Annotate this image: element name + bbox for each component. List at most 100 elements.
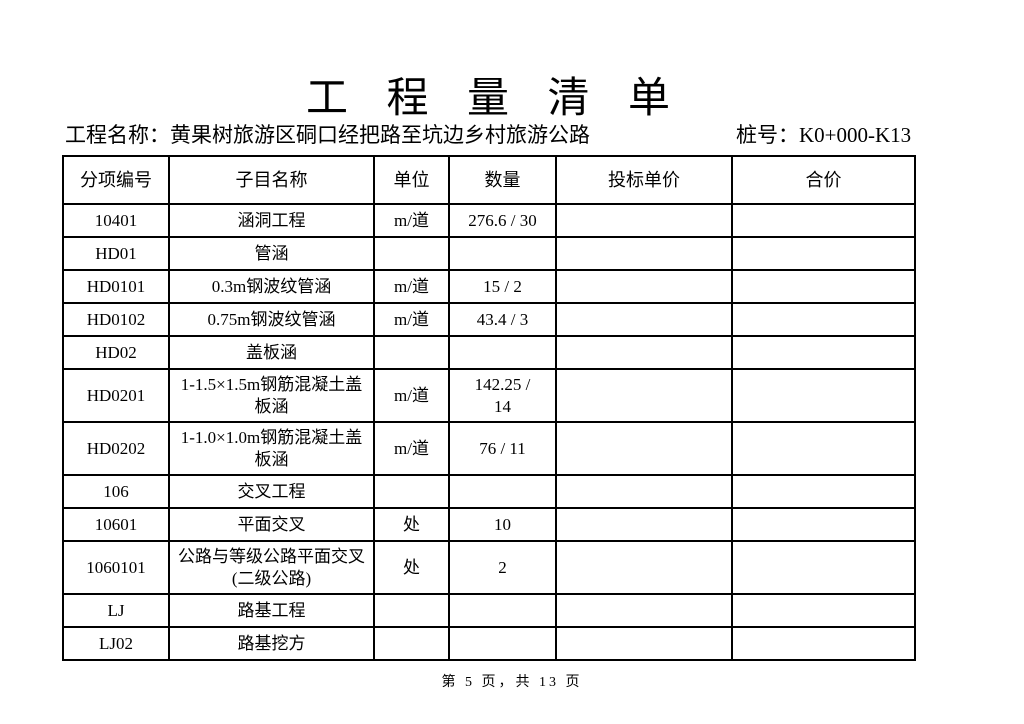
cell-name: 公路与等级公路平面交叉(二级公路)	[168, 540, 375, 595]
cell-name: 交叉工程	[168, 474, 375, 509]
cell-quantity	[448, 593, 557, 628]
table-row: 10401 涵洞工程 m/道 276.6 / 30	[62, 203, 916, 238]
cell-quantity	[448, 335, 557, 370]
cell-name: 盖板涵	[168, 335, 375, 370]
cell-quantity: 2	[448, 540, 557, 595]
cell-unit: m/道	[373, 368, 450, 423]
cell-name: 1-1.5×1.5m钢筋混凝土盖板涵	[168, 368, 375, 423]
cell-code: 10401	[62, 203, 170, 238]
cell-bid-price	[555, 269, 733, 304]
cell-name: 涵洞工程	[168, 203, 375, 238]
table-row: 10601 平面交叉 处 10	[62, 507, 916, 542]
cell-bid-price	[555, 474, 733, 509]
cell-unit: m/道	[373, 302, 450, 337]
header-quantity: 数量	[448, 155, 557, 205]
cell-name: 1-1.0×1.0m钢筋混凝土盖板涵	[168, 421, 375, 476]
table-header-row: 分项编号 子目名称 单位 数量 投标单价 合价	[62, 155, 916, 205]
cell-quantity: 43.4 / 3	[448, 302, 557, 337]
cell-bid-price	[555, 626, 733, 661]
cell-total-price	[731, 368, 916, 423]
cell-total-price	[731, 474, 916, 509]
cell-total-price	[731, 421, 916, 476]
cell-total-price	[731, 269, 916, 304]
table-row: 106 交叉工程	[62, 474, 916, 509]
cell-code: HD0102	[62, 302, 170, 337]
cell-quantity	[448, 626, 557, 661]
table-row: LJ 路基工程	[62, 593, 916, 628]
header-bid-price: 投标单价	[555, 155, 733, 205]
cell-code: 10601	[62, 507, 170, 542]
cell-name: 0.75m钢波纹管涵	[168, 302, 375, 337]
table-row: 1060101 公路与等级公路平面交叉(二级公路) 处 2	[62, 540, 916, 595]
cell-total-price	[731, 335, 916, 370]
table-row: HD0102 0.75m钢波纹管涵 m/道 43.4 / 3	[62, 302, 916, 337]
header-item-name: 子目名称	[168, 155, 375, 205]
cell-unit: 处	[373, 507, 450, 542]
cell-bid-price	[555, 421, 733, 476]
cell-unit	[373, 335, 450, 370]
cell-code: HD02	[62, 335, 170, 370]
project-name-line: 工程名称：黄果树旅游区硐口经把路至坑边乡村旅游公路	[65, 119, 1024, 149]
page-title: 工 程 量 清 单	[305, 76, 684, 122]
cell-quantity: 76 / 11	[448, 421, 557, 476]
cell-name: 路基工程	[168, 593, 375, 628]
stake-number-label: 桩号：	[736, 123, 799, 147]
stake-number-value: K0+000-K13	[799, 123, 912, 147]
cell-unit	[373, 236, 450, 271]
table-row: HD0202 1-1.0×1.0m钢筋混凝土盖板涵 m/道 76 / 11	[62, 421, 916, 476]
table-row: HD01 管涵	[62, 236, 916, 271]
project-name-value: 黄果树旅游区硐口经把路至坑边乡村旅游公路	[170, 123, 590, 147]
table-row: HD0201 1-1.5×1.5m钢筋混凝土盖板涵 m/道 142.25 / 1…	[62, 368, 916, 423]
table-row: HD02 盖板涵	[62, 335, 916, 370]
cell-quantity	[448, 236, 557, 271]
cell-unit: m/道	[373, 421, 450, 476]
cell-total-price	[731, 236, 916, 271]
cell-code: HD0101	[62, 269, 170, 304]
cell-total-price	[731, 507, 916, 542]
cell-quantity: 142.25 / 14	[448, 368, 557, 423]
cell-bid-price	[555, 302, 733, 337]
header-unit: 单位	[373, 155, 450, 205]
cell-unit	[373, 626, 450, 661]
cell-unit: m/道	[373, 203, 450, 238]
cell-bid-price	[555, 335, 733, 370]
cell-bid-price	[555, 203, 733, 238]
cell-unit: m/道	[373, 269, 450, 304]
cell-code: LJ	[62, 593, 170, 628]
cell-bid-price	[555, 593, 733, 628]
cell-unit	[373, 593, 450, 628]
project-name-label: 工程名称：	[65, 123, 170, 147]
cell-quantity: 10	[448, 507, 557, 542]
stake-number-line: 桩号：K0+000-K13	[736, 119, 911, 149]
cell-total-price	[731, 203, 916, 238]
cell-total-price	[731, 302, 916, 337]
cell-code: HD0202	[62, 421, 170, 476]
cell-quantity: 15 / 2	[448, 269, 557, 304]
cell-total-price	[731, 626, 916, 661]
cell-bid-price	[555, 507, 733, 542]
cell-quantity: 276.6 / 30	[448, 203, 557, 238]
table-row: LJ02 路基挖方	[62, 626, 916, 661]
quantity-table: 分项编号 子目名称 单位 数量 投标单价 合价 10401 涵洞工程 m/道 2…	[62, 155, 916, 661]
cell-bid-price	[555, 540, 733, 595]
cell-unit: 处	[373, 540, 450, 595]
cell-unit	[373, 474, 450, 509]
table-row: HD0101 0.3m钢波纹管涵 m/道 15 / 2	[62, 269, 916, 304]
header-total-price: 合价	[731, 155, 916, 205]
page-footer: 第 5 页，共 13 页	[441, 675, 583, 690]
cell-bid-price	[555, 368, 733, 423]
cell-code: 1060101	[62, 540, 170, 595]
cell-name: 管涵	[168, 236, 375, 271]
cell-name: 平面交叉	[168, 507, 375, 542]
cell-name: 路基挖方	[168, 626, 375, 661]
cell-quantity	[448, 474, 557, 509]
cell-code: HD0201	[62, 368, 170, 423]
cell-code: 106	[62, 474, 170, 509]
cell-bid-price	[555, 236, 733, 271]
cell-code: LJ02	[62, 626, 170, 661]
cell-code: HD01	[62, 236, 170, 271]
header-item-code: 分项编号	[62, 155, 170, 205]
cell-total-price	[731, 540, 916, 595]
cell-name: 0.3m钢波纹管涵	[168, 269, 375, 304]
cell-total-price	[731, 593, 916, 628]
